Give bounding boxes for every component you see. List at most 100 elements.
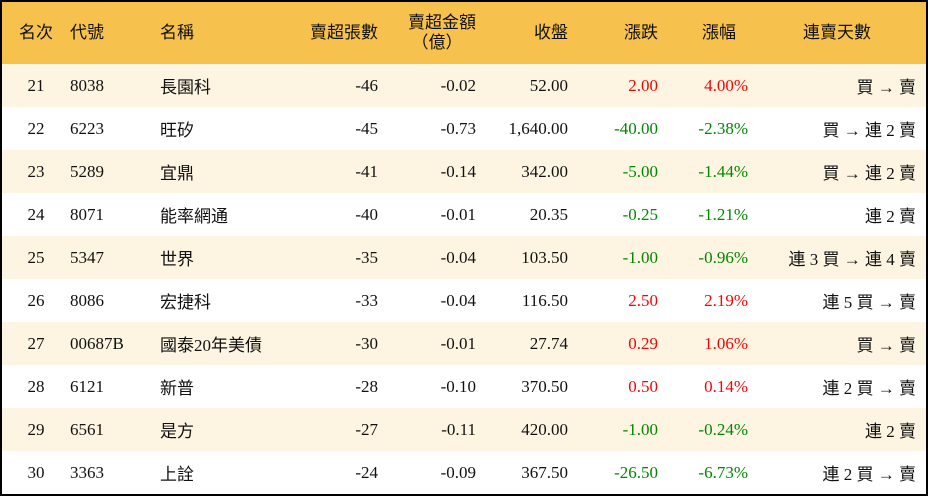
name-cell[interactable]: 新普: [160, 379, 194, 398]
code-cell[interactable]: 5347: [70, 247, 104, 267]
header-net-sell-amount-unit: （億）: [411, 33, 463, 52]
change-cell: 2.00: [628, 75, 658, 95]
name-cell[interactable]: 宏捷科: [160, 293, 211, 312]
change-pct-cell: 2.19%: [704, 290, 748, 310]
change-cell: -1.00: [622, 247, 658, 267]
name-cell[interactable]: 能率網通: [160, 207, 228, 226]
close-price-cell: 116.50: [521, 290, 568, 310]
code-cell[interactable]: 8038: [70, 75, 104, 95]
rank-cell: 24: [27, 204, 45, 224]
header-rank[interactable]: 名次: [19, 23, 53, 42]
table-header-row: 名次 代號 名稱 賣超張數 賣超金額 （億） 收盤 漲跌 漲幅 連賣天數: [2, 2, 926, 64]
name-cell[interactable]: 宜鼎: [160, 164, 194, 183]
change-pct-cell: 0.14%: [704, 376, 748, 396]
code-cell[interactable]: 5289: [70, 161, 104, 181]
net-sell-lots-cell: -33: [355, 290, 378, 310]
name-cell[interactable]: 上詮: [160, 465, 194, 484]
net-sell-lots-cell: -28: [355, 376, 378, 396]
close-price-cell: 367.50: [521, 462, 568, 482]
code-cell[interactable]: 8086: [70, 290, 104, 310]
header-net-sell-amount-label: 賣超金額: [408, 13, 476, 32]
streak-cell: 連 5 買 → 賣: [822, 293, 917, 312]
table-row[interactable]: 21 8038 長園科 -46 -0.02 52.00 2.00 4.00% 買 → 賣: [2, 64, 926, 107]
table-row[interactable]: 30 3363 上詮 -24 -0.09 367.50 -26.50 -6.73% 連 2 買 …: [2, 451, 926, 494]
table-row[interactable]: 23 5289 宜鼎 -41 -0.14 342.00 -5.00 -1.44% 買 → 連 2…: [2, 150, 926, 193]
header-change[interactable]: 漲跌: [624, 23, 658, 42]
code-cell[interactable]: 00687B: [70, 333, 124, 353]
streak-cell: 連 2 賣: [865, 207, 916, 226]
net-sell-lots-cell: -45: [355, 118, 378, 138]
change-pct-cell: 1.06%: [704, 333, 748, 353]
rank-cell: 29: [27, 419, 45, 439]
change-cell: 0.50: [628, 376, 658, 396]
net-sell-amount-cell: -0.14: [440, 161, 476, 181]
net-sell-lots-cell: -46: [355, 75, 378, 95]
net-sell-lots-cell: -40: [355, 204, 378, 224]
header-streak[interactable]: 連賣天數: [803, 23, 871, 42]
net-sell-amount-cell: -0.73: [440, 118, 476, 138]
header-net-sell-amount[interactable]: 賣超金額 （億）: [378, 2, 478, 64]
table-row[interactable]: 29 6561 是方 -27 -0.11 420.00 -1.00 -0.24% 連 2 賣: [2, 408, 926, 451]
code-cell[interactable]: 6561: [70, 419, 104, 439]
close-price-cell: 27.74: [529, 333, 568, 353]
change-cell: 0.29: [628, 333, 658, 353]
net-sell-lots-cell: -35: [355, 247, 378, 267]
header-code[interactable]: 代號: [70, 23, 104, 42]
close-price-cell: 420.00: [521, 419, 568, 439]
net-sell-amount-cell: -0.01: [440, 333, 476, 353]
change-pct-cell: -6.73%: [698, 462, 748, 482]
net-sell-lots-cell: -27: [355, 419, 378, 439]
close-price-cell: 52.00: [529, 75, 568, 95]
name-cell[interactable]: 世界: [160, 250, 194, 269]
name-cell[interactable]: 是方: [160, 422, 194, 441]
rank-cell: 27: [27, 333, 45, 353]
table-row[interactable]: 25 5347 世界 -35 -0.04 103.50 -1.00 -0.96% 連 3 買 →…: [2, 236, 926, 279]
header-net-sell-lots[interactable]: 賣超張數: [310, 23, 378, 42]
net-sell-amount-cell: -0.02: [440, 75, 476, 95]
table-row[interactable]: 26 8086 宏捷科 -33 -0.04 116.50 2.50 2.19% 連 5 買 → …: [2, 279, 926, 322]
rank-cell: 26: [27, 290, 45, 310]
change-cell: -0.25: [622, 204, 658, 224]
table-row[interactable]: 24 8071 能率網通 -40 -0.01 20.35 -0.25 -1.21% 連 2 賣: [2, 193, 926, 236]
streak-cell: 買 → 賣: [856, 336, 917, 355]
code-cell[interactable]: 3363: [70, 462, 104, 482]
header-change-pct[interactable]: 漲幅: [702, 23, 736, 42]
rank-cell: 30: [27, 462, 45, 482]
close-price-cell: 103.50: [521, 247, 568, 267]
header-name[interactable]: 名稱: [160, 23, 194, 42]
change-cell: -26.50: [614, 462, 658, 482]
streak-cell: 買 → 賣: [856, 78, 917, 97]
net-sell-lots-cell: -41: [355, 161, 378, 181]
rank-cell: 28: [27, 376, 45, 396]
net-sell-lots-cell: -30: [355, 333, 378, 353]
change-pct-cell: 4.00%: [704, 75, 748, 95]
streak-cell: 連 2 賣: [865, 422, 916, 441]
table-row[interactable]: 27 00687B 國泰20年美債 -30 -0.01 27.74 0.29 1.06% 買 →…: [2, 322, 926, 365]
name-cell[interactable]: 旺矽: [160, 121, 194, 140]
name-cell[interactable]: 長園科: [160, 78, 211, 97]
rank-cell: 22: [27, 118, 45, 138]
net-sell-amount-cell: -0.04: [440, 247, 476, 267]
streak-cell: 連 2 買 → 賣: [822, 465, 917, 484]
rank-cell: 25: [27, 247, 45, 267]
close-price-cell: 1,640.00: [508, 118, 569, 138]
code-cell[interactable]: 6223: [70, 118, 104, 138]
change-cell: 2.50: [628, 290, 658, 310]
code-cell[interactable]: 6121: [70, 376, 104, 396]
change-pct-cell: -1.21%: [698, 204, 748, 224]
table-row[interactable]: 22 6223 旺矽 -45 -0.73 1,640.00 -40.00 -2.38% 買 → …: [2, 107, 926, 150]
change-cell: -40.00: [614, 118, 658, 138]
net-sell-amount-cell: -0.01: [440, 204, 476, 224]
code-cell[interactable]: 8071: [70, 204, 104, 224]
rank-cell: 21: [27, 75, 45, 95]
streak-cell: 連 3 買 → 連 4 賣: [788, 250, 917, 269]
change-cell: -5.00: [622, 161, 658, 181]
table-row[interactable]: 28 6121 新普 -28 -0.10 370.50 0.50 0.14% 連 2 買 → 賣: [2, 365, 926, 408]
close-price-cell: 370.50: [521, 376, 568, 396]
header-close[interactable]: 收盤: [534, 23, 568, 42]
name-cell[interactable]: 國泰20年美債: [160, 336, 262, 355]
net-sell-amount-cell: -0.04: [440, 290, 476, 310]
close-price-cell: 20.35: [529, 204, 568, 224]
